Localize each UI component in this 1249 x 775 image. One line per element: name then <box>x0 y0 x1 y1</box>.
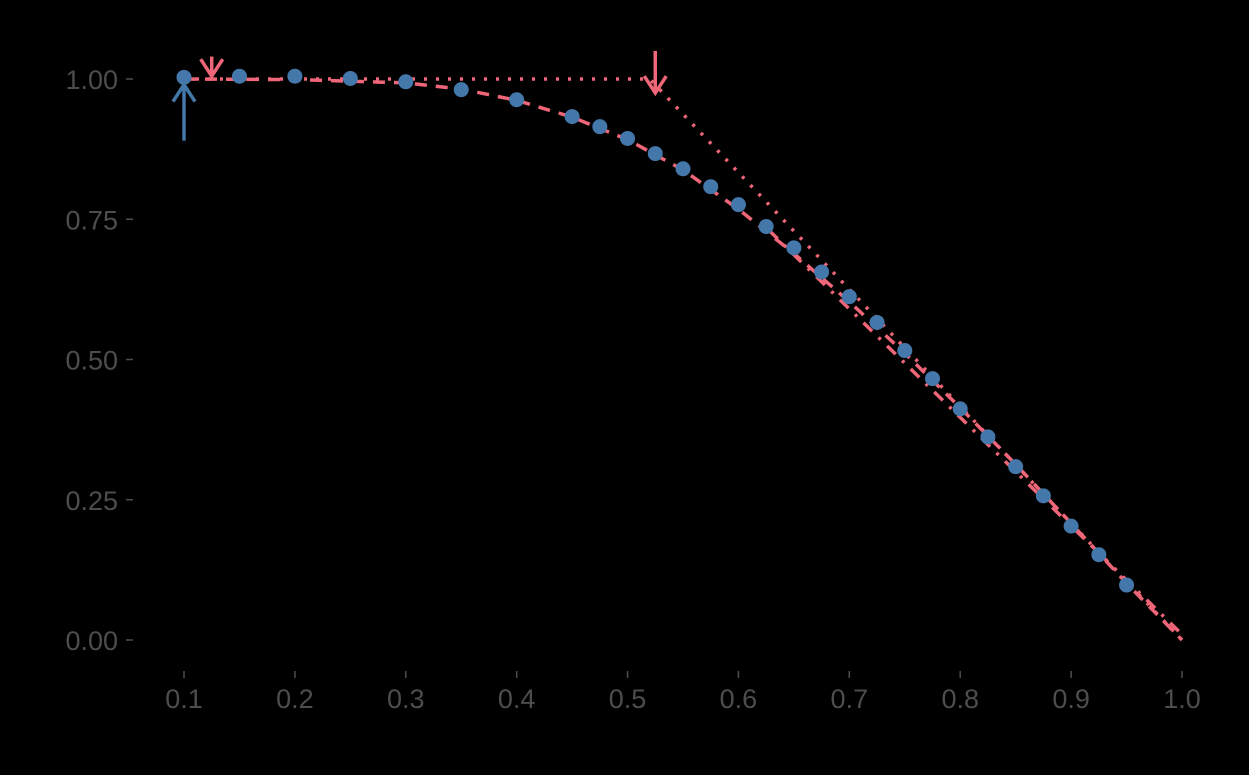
series-lines <box>183 77 1184 642</box>
y-tick-label: 0.25 <box>65 486 118 516</box>
data-point <box>647 146 663 162</box>
data-point <box>952 401 968 417</box>
line-dashed <box>183 77 1184 642</box>
data-point <box>1008 459 1024 475</box>
data-point <box>564 109 580 125</box>
data-point <box>758 219 774 235</box>
data-point <box>176 69 192 85</box>
x-tick-label: 0.9 <box>1052 684 1090 714</box>
data-point <box>897 343 913 359</box>
data-point <box>841 289 857 305</box>
data-point <box>786 240 802 256</box>
data-point <box>814 264 830 280</box>
annotations <box>171 50 668 141</box>
x-tick-label: 0.7 <box>831 684 869 714</box>
x-tick-label: 0.2 <box>276 684 314 714</box>
arrow-down-icon <box>642 50 668 97</box>
x-tick-label: 0.3 <box>387 684 425 714</box>
data-point <box>398 74 414 90</box>
data-point <box>509 92 525 108</box>
data-point <box>231 68 247 84</box>
y-tick-label: 0.00 <box>65 626 118 656</box>
x-tick-label: 0.5 <box>609 684 647 714</box>
y-tick-label: 0.75 <box>65 205 118 235</box>
series-points <box>176 68 1135 593</box>
arrow-down-icon <box>199 56 225 80</box>
y-tick-label: 0.50 <box>65 346 118 376</box>
y-axis: 0.00 0.25 0.50 0.75 1.00 <box>65 65 133 656</box>
x-tick-label: 0.8 <box>941 684 979 714</box>
x-tick-label: 0.1 <box>165 684 203 714</box>
x-tick-label: 1.0 <box>1163 684 1201 714</box>
data-point <box>592 119 608 135</box>
data-point <box>703 179 719 195</box>
data-point <box>675 161 691 177</box>
data-point <box>453 82 469 98</box>
x-tick-label: 0.4 <box>498 684 536 714</box>
data-point <box>925 371 940 387</box>
arrow-up-icon <box>171 81 197 141</box>
data-point <box>287 68 303 84</box>
data-point <box>342 70 358 86</box>
data-point <box>869 314 885 330</box>
y-tick-label: 1.00 <box>65 65 118 95</box>
data-point <box>980 429 996 445</box>
data-point <box>730 197 746 213</box>
x-tick-label: 0.6 <box>720 684 758 714</box>
data-point <box>1119 577 1135 593</box>
x-axis: 0.1 0.2 0.3 0.4 0.5 0.6 0.7 0.8 0.9 1.0 <box>165 671 1201 714</box>
data-point <box>1035 488 1051 504</box>
data-point <box>1063 518 1079 534</box>
data-point <box>620 130 636 146</box>
data-point <box>1091 547 1107 563</box>
